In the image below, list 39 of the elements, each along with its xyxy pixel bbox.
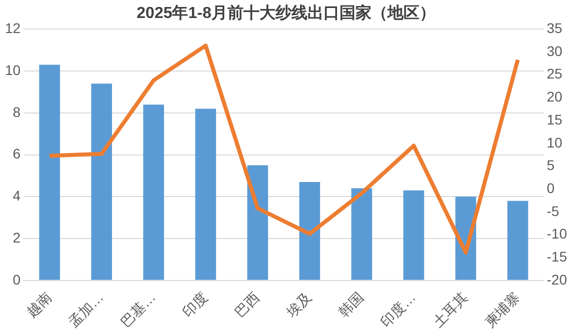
y2-tick-label: 10 xyxy=(546,134,563,150)
y2-tick-label: 5 xyxy=(546,157,555,174)
x-tick-label: 土耳其 xyxy=(430,288,471,330)
bar xyxy=(91,84,112,280)
x-tick-label: 埃及 xyxy=(282,288,315,321)
y2-tick-label: -15 xyxy=(546,248,568,264)
y-tick-label: 8 xyxy=(12,104,21,120)
y2-tick-label: -20 xyxy=(546,271,568,288)
x-tick-label: 孟加… xyxy=(65,288,106,330)
y2-tick-label: -5 xyxy=(546,202,560,219)
bar xyxy=(195,108,216,280)
chart-title: 2025年1-8月前十大纱线出口国家（地区） xyxy=(136,3,436,22)
bar xyxy=(299,182,320,280)
y2-tick-label: 15 xyxy=(546,111,563,128)
x-tick-label: 巴西 xyxy=(231,288,263,320)
y-tick-label: 0 xyxy=(12,271,21,288)
y-tick-label: 6 xyxy=(12,146,21,162)
y-tick-label: 10 xyxy=(4,62,21,78)
x-tick-label: 韩国 xyxy=(335,288,367,320)
y2-tick-label: 35 xyxy=(546,20,563,36)
x-tick-label: 印度… xyxy=(378,288,419,330)
y-tick-label: 4 xyxy=(12,188,21,204)
x-tick-label: 巴基… xyxy=(117,288,158,330)
y-tick-label: 12 xyxy=(4,20,21,36)
y2-tick-label: -10 xyxy=(546,226,568,242)
bar xyxy=(403,190,424,280)
y2-tick-label: 0 xyxy=(546,180,555,196)
x-tick-label: 越南 xyxy=(23,288,54,320)
y-tick-label: 2 xyxy=(12,229,21,246)
bar xyxy=(39,64,60,280)
y2-tick-label: 30 xyxy=(546,42,563,59)
bar xyxy=(247,165,268,280)
bar xyxy=(351,188,372,280)
x-tick-label: 柬埔寨 xyxy=(482,288,523,330)
bar xyxy=(507,200,528,280)
y2-tick-label: 25 xyxy=(546,66,563,82)
bar xyxy=(143,104,164,280)
x-tick-label: 印度 xyxy=(179,288,210,320)
y2-tick-label: 20 xyxy=(546,88,563,105)
